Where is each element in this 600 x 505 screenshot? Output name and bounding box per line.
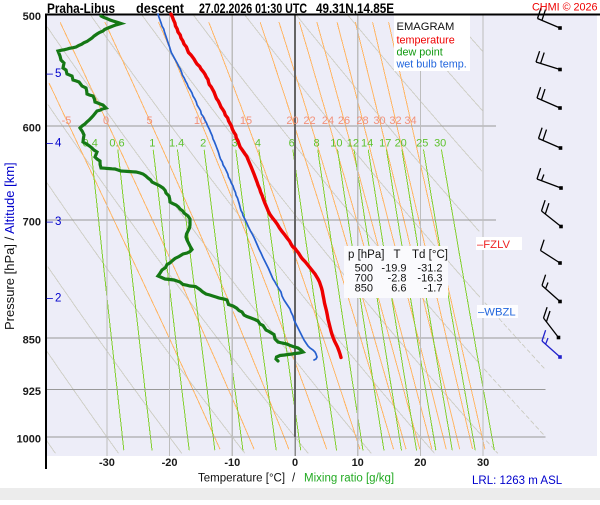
svg-text:1000: 1000 (17, 434, 41, 446)
svg-text:-30: -30 (99, 457, 115, 469)
svg-text:26: 26 (338, 115, 350, 127)
svg-text:0.6: 0.6 (109, 138, 124, 150)
svg-text:27.02.2026 01:30 UTC: 27.02.2026 01:30 UTC (199, 1, 307, 16)
svg-text:10: 10 (352, 457, 364, 469)
svg-text:30: 30 (434, 138, 446, 150)
svg-text:Mixing ratio [g/kg]: Mixing ratio [g/kg] (304, 473, 394, 485)
svg-text:/: / (292, 473, 296, 485)
svg-text:1: 1 (149, 138, 155, 150)
svg-text:Td [°C]: Td [°C] (412, 249, 448, 261)
svg-text:CHMI © 2026: CHMI © 2026 (532, 2, 598, 14)
svg-text:-19.9: -19.9 (381, 263, 406, 275)
svg-text:3: 3 (55, 216, 61, 228)
svg-text:700: 700 (355, 273, 373, 285)
svg-text:-5: -5 (62, 115, 72, 127)
svg-text:925: 925 (23, 386, 41, 398)
svg-text:-2.8: -2.8 (388, 273, 407, 285)
svg-text:22: 22 (303, 115, 315, 127)
svg-text:–FZLV: –FZLV (477, 239, 511, 251)
svg-text:dew point: dew point (397, 47, 443, 59)
svg-text:700: 700 (23, 216, 41, 228)
svg-text:descent: descent (136, 1, 184, 16)
svg-text:15: 15 (240, 115, 252, 127)
svg-text:600: 600 (23, 123, 41, 135)
svg-text:20: 20 (414, 457, 426, 469)
svg-text:2: 2 (200, 138, 206, 150)
svg-text:LRL: 1263 m ASL: LRL: 1263 m ASL (472, 475, 563, 487)
svg-text:-16.3: -16.3 (417, 273, 442, 285)
svg-text:24: 24 (322, 115, 334, 127)
svg-text:850: 850 (23, 335, 41, 347)
svg-text:850: 850 (355, 283, 373, 295)
svg-text:14: 14 (361, 138, 373, 150)
svg-text:–: – (47, 292, 54, 304)
svg-text:5: 5 (146, 115, 152, 127)
svg-text:500: 500 (355, 263, 373, 275)
svg-text:28: 28 (356, 115, 368, 127)
svg-text:20: 20 (286, 115, 298, 127)
svg-text:4: 4 (55, 137, 62, 149)
svg-text:12: 12 (347, 138, 359, 150)
svg-text:T: T (393, 249, 400, 261)
svg-text:17: 17 (379, 138, 391, 150)
svg-text:2: 2 (55, 292, 61, 304)
svg-text:Praha-Libus: Praha-Libus (47, 1, 115, 16)
svg-text:temperature: temperature (397, 35, 455, 47)
svg-text:–WBZL: –WBZL (478, 307, 516, 319)
svg-text:0: 0 (292, 457, 298, 469)
svg-text:34: 34 (404, 115, 416, 127)
svg-text:-10: -10 (224, 457, 240, 469)
svg-text:–: – (47, 68, 54, 80)
svg-text:3: 3 (232, 138, 238, 150)
svg-text:p [hPa]: p [hPa] (348, 249, 384, 261)
svg-text:6.6: 6.6 (391, 283, 406, 295)
svg-text:-1.7: -1.7 (424, 283, 443, 295)
svg-text:Pressure [hPa] / Altitude [km]: Pressure [hPa] / Altitude [km] (2, 162, 17, 330)
svg-text:25: 25 (416, 138, 428, 150)
svg-text:0.4: 0.4 (83, 138, 98, 150)
svg-text:5: 5 (55, 68, 61, 80)
svg-text:49.31N,14.85E: 49.31N,14.85E (316, 1, 394, 16)
svg-text:30: 30 (477, 457, 489, 469)
svg-text:-31.2: -31.2 (417, 263, 442, 275)
svg-text:4: 4 (255, 138, 261, 150)
svg-text:–: – (47, 137, 54, 149)
svg-text:8: 8 (314, 138, 320, 150)
svg-text:-20: -20 (162, 457, 178, 469)
svg-text:wet bulb temp.: wet bulb temp. (396, 59, 467, 71)
svg-text:10: 10 (330, 138, 342, 150)
svg-text:EMAGRAM: EMAGRAM (397, 21, 455, 33)
svg-text:Temperature [°C]: Temperature [°C] (198, 473, 285, 485)
svg-text:1.4: 1.4 (169, 138, 184, 150)
svg-text:500: 500 (23, 11, 41, 23)
svg-text:0: 0 (103, 115, 109, 127)
svg-text:20: 20 (395, 138, 407, 150)
svg-text:–: – (47, 216, 54, 228)
svg-text:30: 30 (373, 115, 385, 127)
svg-text:6: 6 (289, 138, 295, 150)
svg-text:32: 32 (389, 115, 401, 127)
